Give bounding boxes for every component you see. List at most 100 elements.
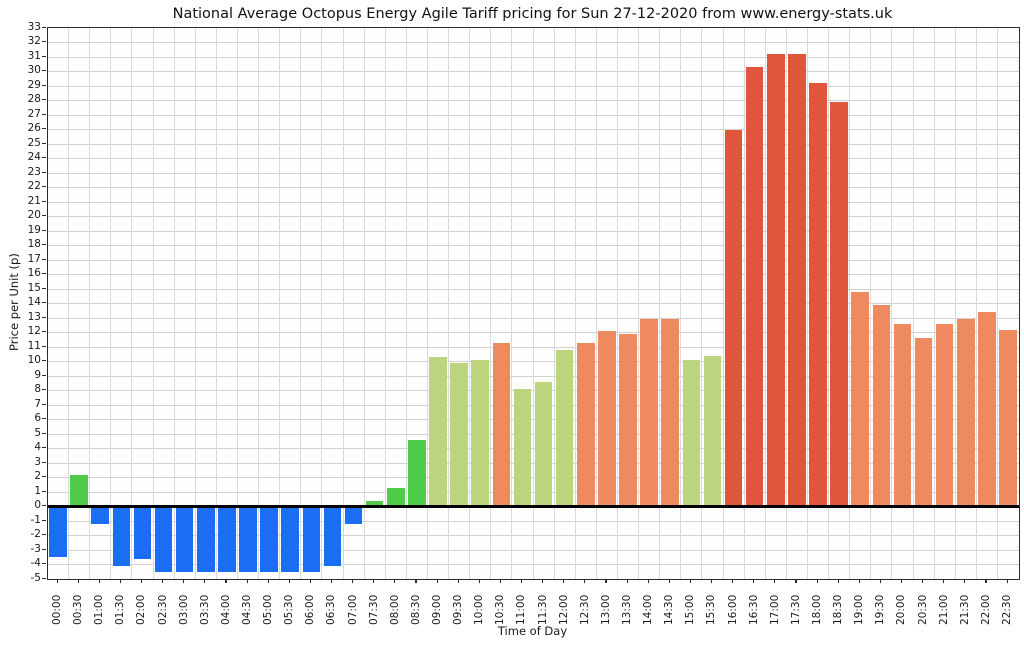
x-tick-mark: [373, 579, 375, 584]
y-tick-mark: [42, 142, 46, 144]
x-tick-label: 19:30: [874, 594, 887, 625]
x-tick-label: 04:00: [219, 594, 232, 625]
bar-02:00: [133, 506, 152, 559]
x-tick-label: 13:00: [599, 594, 612, 625]
bar-02:30: [154, 506, 173, 572]
x-tick-mark: [605, 579, 607, 584]
grid-line-h: [48, 549, 1019, 551]
y-tick-mark: [42, 113, 46, 115]
grid-line-h: [48, 288, 1019, 290]
y-tick-mark: [42, 476, 46, 478]
x-tick-mark: [774, 579, 776, 584]
y-tick-mark: [42, 374, 46, 376]
y-tick-mark: [42, 403, 46, 405]
x-tick-label: 16:00: [726, 594, 739, 625]
x-tick-mark: [98, 579, 100, 584]
x-tick-mark: [415, 579, 417, 584]
x-tick-label: 02:30: [156, 594, 169, 625]
grid-line-v: [321, 28, 323, 579]
y-tick-label: 8: [34, 383, 41, 395]
grid-line-v: [131, 28, 133, 579]
grid-line-v: [849, 28, 851, 579]
x-tick-label: 01:30: [114, 594, 127, 625]
y-tick-label: 24: [27, 151, 41, 163]
x-tick-mark: [753, 579, 755, 584]
bar-08:00: [387, 487, 405, 507]
y-tick-mark: [42, 200, 46, 202]
y-tick-label: 18: [27, 238, 41, 250]
y-tick-mark: [42, 447, 46, 449]
grid-line-v: [384, 28, 386, 579]
grid-line-h: [48, 201, 1019, 203]
grid-line-v: [616, 28, 618, 579]
x-tick-mark: [499, 579, 502, 584]
y-tick-mark: [42, 99, 46, 101]
bar-17:00: [767, 54, 785, 507]
x-tick-label: 01:00: [93, 594, 106, 625]
x-tick-label: 10:00: [473, 594, 486, 625]
x-tick-mark: [119, 579, 122, 584]
x-tick-label: 15:30: [705, 594, 718, 625]
x-tick-label: 05:30: [283, 594, 296, 625]
plot-area: [47, 27, 1020, 580]
x-tick-mark: [858, 579, 860, 584]
grid-line-h: [48, 346, 1019, 348]
x-tick-mark: [985, 579, 987, 584]
y-tick-label: 12: [27, 325, 41, 337]
x-tick-label: 13:30: [621, 594, 633, 625]
x-tick-mark: [352, 579, 354, 584]
bar-04:30: [239, 506, 257, 572]
grid-line-v: [638, 28, 640, 579]
y-tick-label: 23: [27, 165, 41, 178]
x-tick-mark: [922, 579, 924, 584]
bar-05:30: [281, 506, 299, 572]
grid-line-v: [659, 28, 661, 579]
grid-line-v: [300, 28, 302, 579]
x-tick-label: 07:00: [346, 594, 359, 625]
grid-line-v: [996, 28, 998, 579]
bar-17:30: [788, 54, 806, 507]
y-tick-label: 5: [34, 426, 41, 439]
bar-01:30: [112, 506, 131, 566]
grid-line-v: [595, 28, 597, 579]
x-tick-mark: [309, 579, 312, 584]
grid-line-h: [48, 274, 1019, 275]
grid-line-v: [68, 28, 70, 579]
grid-line-v: [342, 28, 344, 579]
grid-line-v: [110, 28, 112, 579]
y-tick-mark: [42, 287, 46, 289]
grid-line-v: [912, 28, 914, 579]
y-tick-mark: [42, 505, 46, 507]
grid-line-h: [48, 114, 1019, 116]
bar-07:30: [365, 500, 384, 507]
y-tick-label: 31: [27, 49, 41, 62]
bar-18:30: [830, 101, 848, 507]
bar-14:30: [661, 319, 679, 507]
y-tick-mark: [42, 331, 46, 333]
x-tick-label: 12:30: [578, 594, 591, 625]
y-tick-mark: [42, 577, 46, 579]
x-tick-mark: [732, 579, 734, 584]
x-tick-label: 20:00: [895, 594, 908, 625]
bar-13:00: [598, 331, 616, 507]
y-tick-mark: [42, 244, 46, 246]
grid-line-v: [215, 28, 217, 579]
grid-line-v: [258, 28, 260, 579]
grid-line-h: [48, 477, 1019, 478]
x-tick-mark: [563, 579, 565, 584]
y-tick-mark: [42, 273, 46, 275]
x-tick-label: 17:00: [768, 594, 781, 625]
x-tick-mark: [457, 579, 459, 584]
grid-line-v: [806, 28, 808, 579]
grid-line-h: [48, 361, 1019, 362]
y-tick-label: 29: [27, 78, 41, 91]
grid-line-h: [48, 56, 1019, 58]
grid-line-v: [975, 28, 977, 579]
x-tick-mark: [710, 579, 713, 584]
grid-line-h: [48, 100, 1019, 101]
y-tick-mark: [42, 548, 46, 550]
x-tick-label: 15:00: [684, 594, 697, 625]
zero-axis-line: [48, 505, 1019, 508]
grid-line-v: [743, 28, 745, 579]
